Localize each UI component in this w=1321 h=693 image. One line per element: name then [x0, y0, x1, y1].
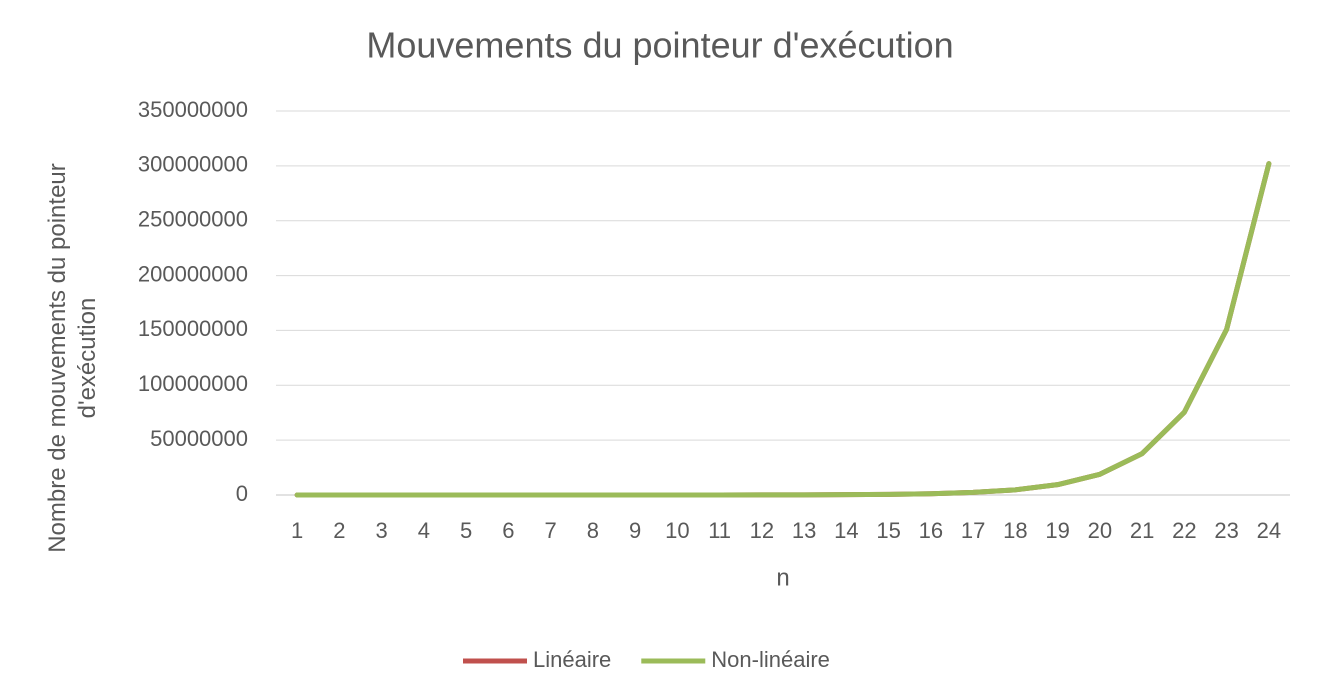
- x-tick-label: 15: [876, 518, 900, 543]
- x-tick-label: 22: [1172, 518, 1196, 543]
- legend-label: Linéaire: [533, 647, 611, 672]
- x-tick-label: 19: [1045, 518, 1069, 543]
- x-tick-label: 3: [376, 518, 388, 543]
- x-tick-label: 17: [961, 518, 985, 543]
- x-tick-label: 4: [418, 518, 430, 543]
- x-tick-label: 7: [545, 518, 557, 543]
- x-tick-label: 1: [291, 518, 303, 543]
- y-tick-label: 0: [236, 481, 248, 506]
- x-tick-label: 10: [665, 518, 689, 543]
- series-line: [294, 161, 1272, 498]
- y-tick-label: 200000000: [138, 261, 248, 286]
- x-tick-label: 8: [587, 518, 599, 543]
- chart-title: Mouvements du pointeur d'exécution: [366, 25, 953, 66]
- x-tick-label: 13: [792, 518, 816, 543]
- y-tick-label: 100000000: [138, 371, 248, 396]
- x-tick-label: 14: [834, 518, 858, 543]
- x-tick-label: 12: [750, 518, 774, 543]
- x-tick-label: 24: [1257, 518, 1281, 543]
- y-tick-label: 250000000: [138, 207, 248, 232]
- y-tick-label: 150000000: [138, 316, 248, 341]
- x-tick-label: 6: [502, 518, 514, 543]
- x-tick-label: 20: [1088, 518, 1112, 543]
- y-tick-label: 300000000: [138, 152, 248, 177]
- series-line: [294, 161, 1272, 498]
- y-tick-label: 350000000: [138, 97, 248, 122]
- x-tick-label: 5: [460, 518, 472, 543]
- x-tick-label: 23: [1214, 518, 1238, 543]
- x-tick-label: 9: [629, 518, 641, 543]
- x-tick-label: 11: [708, 518, 731, 543]
- x-tick-label: 18: [1003, 518, 1027, 543]
- x-tick-label: 16: [919, 518, 943, 543]
- y-axis-title: Nombre de mouvements du pointeur d'exécu…: [44, 163, 101, 553]
- legend-label: Non-linéaire: [711, 647, 830, 672]
- y-tick-label: 50000000: [150, 426, 248, 451]
- x-axis-title: n: [776, 564, 789, 591]
- x-tick-label: 2: [333, 518, 345, 543]
- x-tick-label: 21: [1130, 518, 1154, 543]
